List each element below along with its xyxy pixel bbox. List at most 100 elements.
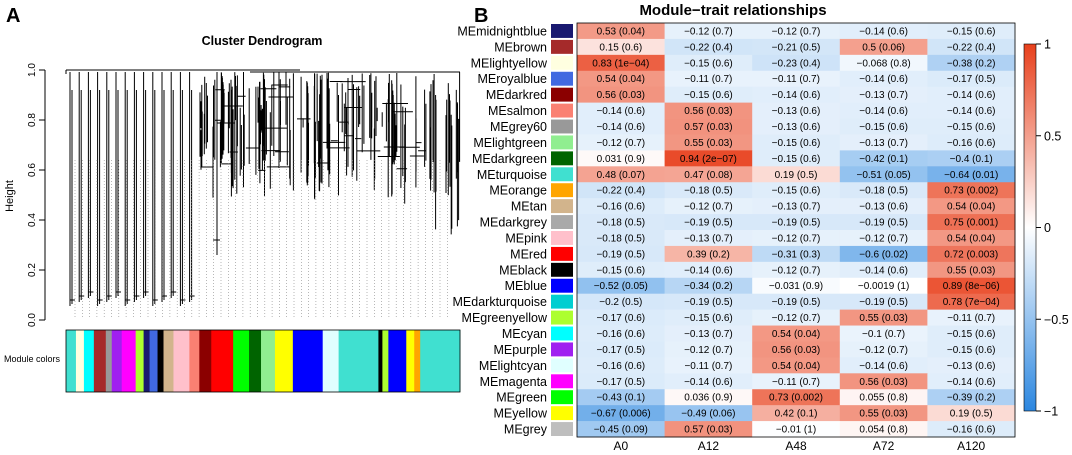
heatmap-cell [927,373,1016,390]
heatmap-cell [927,214,1016,231]
colorbar-tick-label: −1 [1044,405,1058,419]
module-color-segment [382,330,389,392]
heatmap-cell-label: 0.57 (0.03) [684,122,732,133]
heatmap-cell [752,70,841,88]
heatmap-cell-label: 0.57 (0.03) [684,425,732,436]
module-color-segment [93,330,107,392]
module-color-strip [66,330,461,392]
module-color-swatch [551,310,573,325]
heatmap-cell-label: −0.12 (0.7) [859,345,908,356]
module-color-segment [135,330,145,392]
heatmap-cell-label: −0.12 (0.7) [684,345,733,356]
panel-a-letter: A [6,5,20,27]
module-label: MElightcyan [479,359,547,373]
heatmap-cell-label: −0.22 (0.4) [947,42,996,53]
trait-label: A12 [698,439,720,453]
heatmap-cell [927,150,1016,167]
module-color-segment [406,330,415,392]
heatmap-cell-label: −0.14 (0.6) [684,377,733,388]
module-label: MEdarkturquoise [453,295,548,309]
heatmap-cell-label: −0.15 (0.6) [684,58,733,69]
module-color-swatch [551,374,573,389]
heatmap-cell [927,389,1016,406]
heatmap-cell [577,182,665,199]
module-label: MEsalmon [488,104,547,118]
heatmap-cell-label: −0.23 (0.4) [772,58,821,69]
heatmap-cell-label: 0.55 (0.03) [947,265,995,276]
heatmap-cell [752,373,841,390]
panel-b: B Module−trait relationships MEmidnightb… [453,2,1069,453]
heatmap-cell [664,198,753,215]
heatmap-cell-label: 0.94 (2e−07) [680,154,737,165]
heatmap-cell [664,54,753,72]
heatmap-cell [577,373,665,390]
module-color-swatch [551,358,573,373]
heatmap-cell [664,23,753,40]
heatmap-cell [927,405,1016,422]
heatmap-cell [839,357,928,374]
heatmap-cell-label: −0.2 (0.5) [599,297,642,308]
heatmap-cell-label: −0.16 (0.6) [596,361,645,372]
heatmap-cell [577,245,665,263]
heatmap-cell [839,421,928,438]
heatmap-cell [752,357,841,374]
module-color-segment [322,330,340,392]
heatmap-cell [664,230,753,247]
heatmap-cell [577,277,665,295]
heatmap-cell [839,245,928,263]
heatmap-cell [664,405,753,422]
heatmap-cell-label: −0.15 (0.6) [772,186,821,197]
heatmap-cell-label: −0.01 (1) [776,425,816,436]
heatmap-cell-label: 0.83 (1e−04) [592,58,649,69]
heatmap-cell-label: 0.89 (8e−06) [943,281,1000,292]
heatmap-row: MEmagenta −0.17 (0.5) −0.14 (0.6) −0.11 (0.… [480,373,1016,390]
module-color-segment [83,330,95,392]
heatmap-cell [577,325,665,342]
heatmap-cell-label: −0.15 (0.6) [947,122,996,133]
heatmap-cell-label: −0.13 (0.7) [859,138,908,149]
heatmap-cell [664,261,753,279]
heatmap-cell-label: −0.6 (0.02) [859,249,908,260]
module-label: MEgrey [504,423,548,437]
heatmap-cell-label: −0.14 (0.6) [859,74,908,85]
heatmap-cell-label: 0.54 (0.04) [947,202,995,213]
heatmap-cell [839,198,928,215]
heatmap-cell [752,54,841,72]
heatmap-cell-label: 0.055 (0.8) [859,393,907,404]
heatmap-cell [839,54,928,72]
heatmap-cell [664,70,753,88]
heatmap-cell [577,134,665,151]
heatmap-cell-label: −0.12 (0.7) [772,26,821,37]
heatmap-cell-label: −0.14 (0.6) [684,265,733,276]
module-label: MEgrey60 [490,120,547,134]
heatmap-title: Module−trait relationships [639,2,826,19]
heatmap-cell [927,341,1016,358]
heatmap-cell-label: −0.17 (0.5) [596,377,645,388]
heatmap-cell [577,102,665,119]
heatmap-cell [577,38,665,56]
module-label: MEgreenyellow [462,311,548,325]
heatmap-row: MEtan −0.16 (0.6) −0.12 (0.7) −0.13 (0.7) −0… [511,198,1016,215]
heatmap-cell-label: −0.12 (0.7) [596,138,645,149]
heatmap-cell-label: −0.22 (0.4) [596,186,645,197]
module-color-segment [189,330,200,392]
heatmap-row: MEyellow −0.67 (0.006) −0.49 (0.06) 0.42 (0… [494,405,1016,422]
heatmap-cell [577,389,665,406]
heatmap-row: MEpink −0.18 (0.5) −0.13 (0.7) −0.12 (0.7) −… [505,230,1016,247]
heatmap-cell-label: −0.18 (0.5) [684,186,733,197]
heatmap-cell [927,38,1016,56]
module-color-segment [233,330,250,392]
colorbar-tick-label: 0 [1044,221,1051,235]
heatmap-cell [577,166,665,183]
heatmap-cell-label: −0.11 (0.7) [772,74,820,85]
heatmap-row: MEgreen −0.43 (0.1) 0.036 (0.9) 0.73 (0.002… [496,389,1016,406]
heatmap-cell [577,214,665,231]
module-color-swatch [551,199,573,214]
module-color-swatch [551,39,573,54]
heatmap-cell [664,150,753,167]
heatmap-cell [577,198,665,215]
heatmap-cell-label: −0.14 (0.6) [859,26,908,37]
heatmap-cell [839,166,928,183]
module-color-swatch [551,167,573,182]
